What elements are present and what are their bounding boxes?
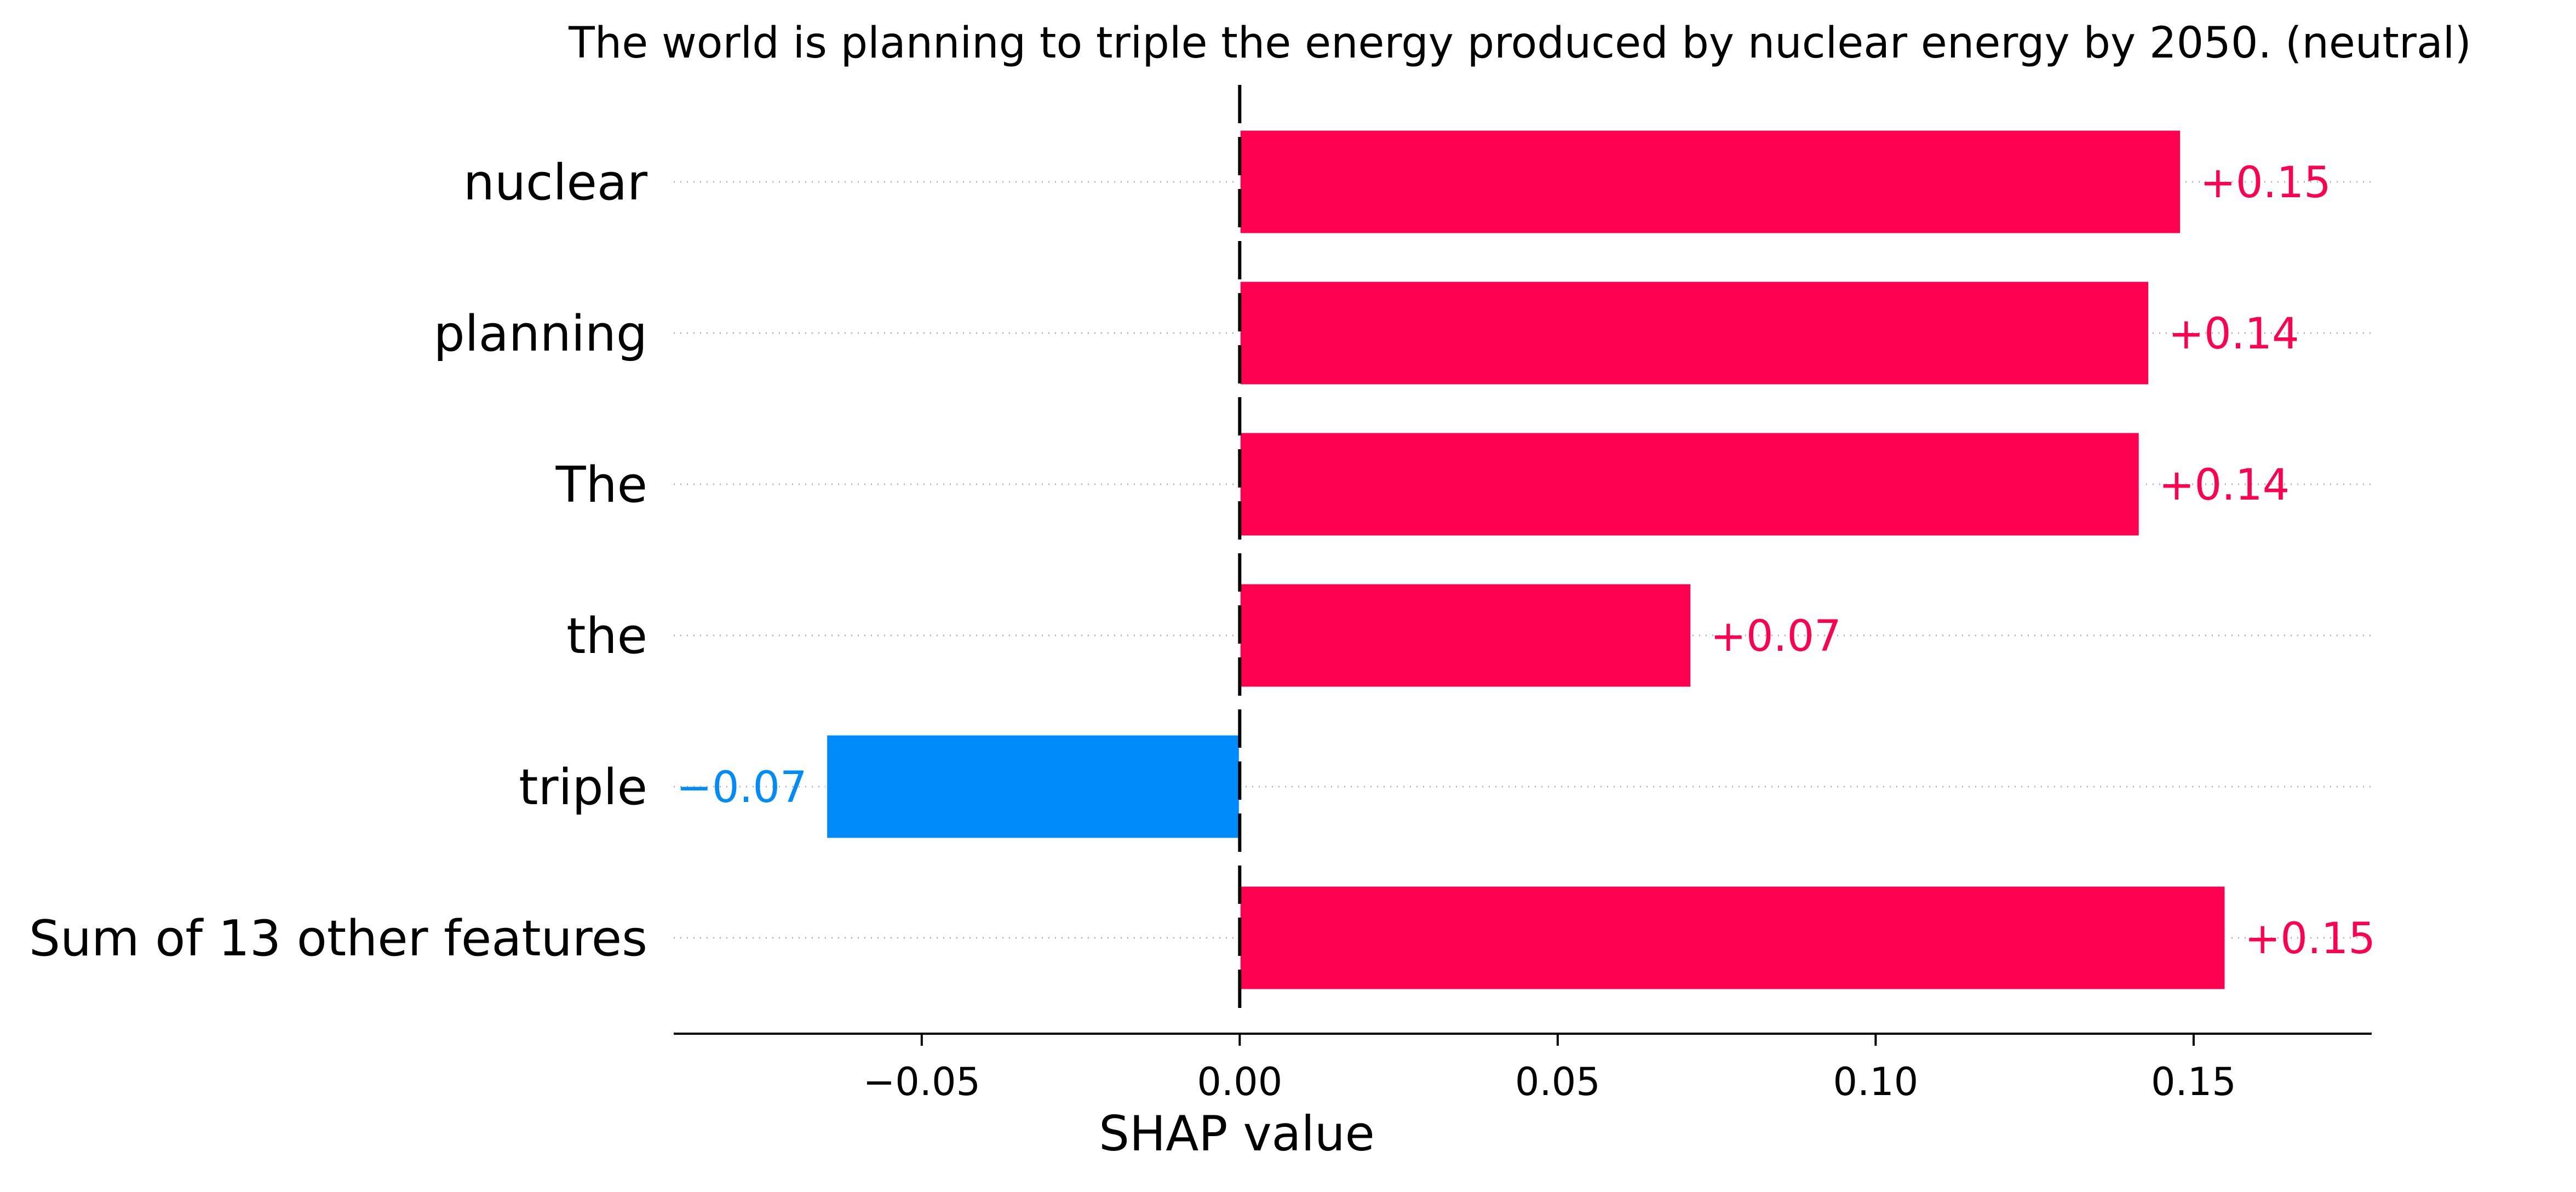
category-label: triple (519, 759, 647, 816)
category-labels: nuclear planning The the triple Sum of 13 oth… (29, 154, 647, 967)
x-tick-label: 0.15 (2151, 1059, 2236, 1104)
category-label: Sum of 13 other features (29, 910, 647, 967)
chart-title: The world is planning to triple the ener… (568, 19, 2471, 68)
category-label: planning (433, 305, 647, 363)
bar-positive (1238, 129, 2182, 235)
bar-positive (1238, 582, 1693, 689)
x-tick-label: −0.05 (863, 1059, 981, 1104)
category-label: The (555, 456, 647, 514)
bar-value-label: −0.07 (676, 763, 807, 812)
category-label: the (566, 608, 647, 665)
bar-positive (1238, 885, 2227, 991)
x-tick-label: 0.10 (1833, 1059, 1918, 1104)
bar-value-label: +0.15 (2200, 158, 2331, 208)
x-axis-label: SHAP value (1099, 1105, 1375, 1162)
bar-value-label: +0.14 (2159, 461, 2290, 510)
bar-value-labels: +0.15 +0.14 +0.14 +0.07 −0.07 +0.15 (676, 158, 2376, 964)
bar-positive (1238, 431, 2141, 537)
bar-negative (825, 733, 1241, 840)
x-axis-ticks: −0.05 0.00 0.05 0.10 0.15 (863, 1034, 2236, 1104)
bar-positive (1238, 280, 2150, 386)
category-label: nuclear (463, 154, 647, 211)
bar-value-label: +0.07 (1711, 612, 1841, 661)
x-tick-label: 0.05 (1515, 1059, 1600, 1104)
bar-value-label: +0.14 (2168, 310, 2299, 359)
x-tick-label: 0.00 (1197, 1059, 1282, 1104)
bars (825, 129, 2227, 991)
bar-value-label: +0.15 (2245, 914, 2376, 964)
